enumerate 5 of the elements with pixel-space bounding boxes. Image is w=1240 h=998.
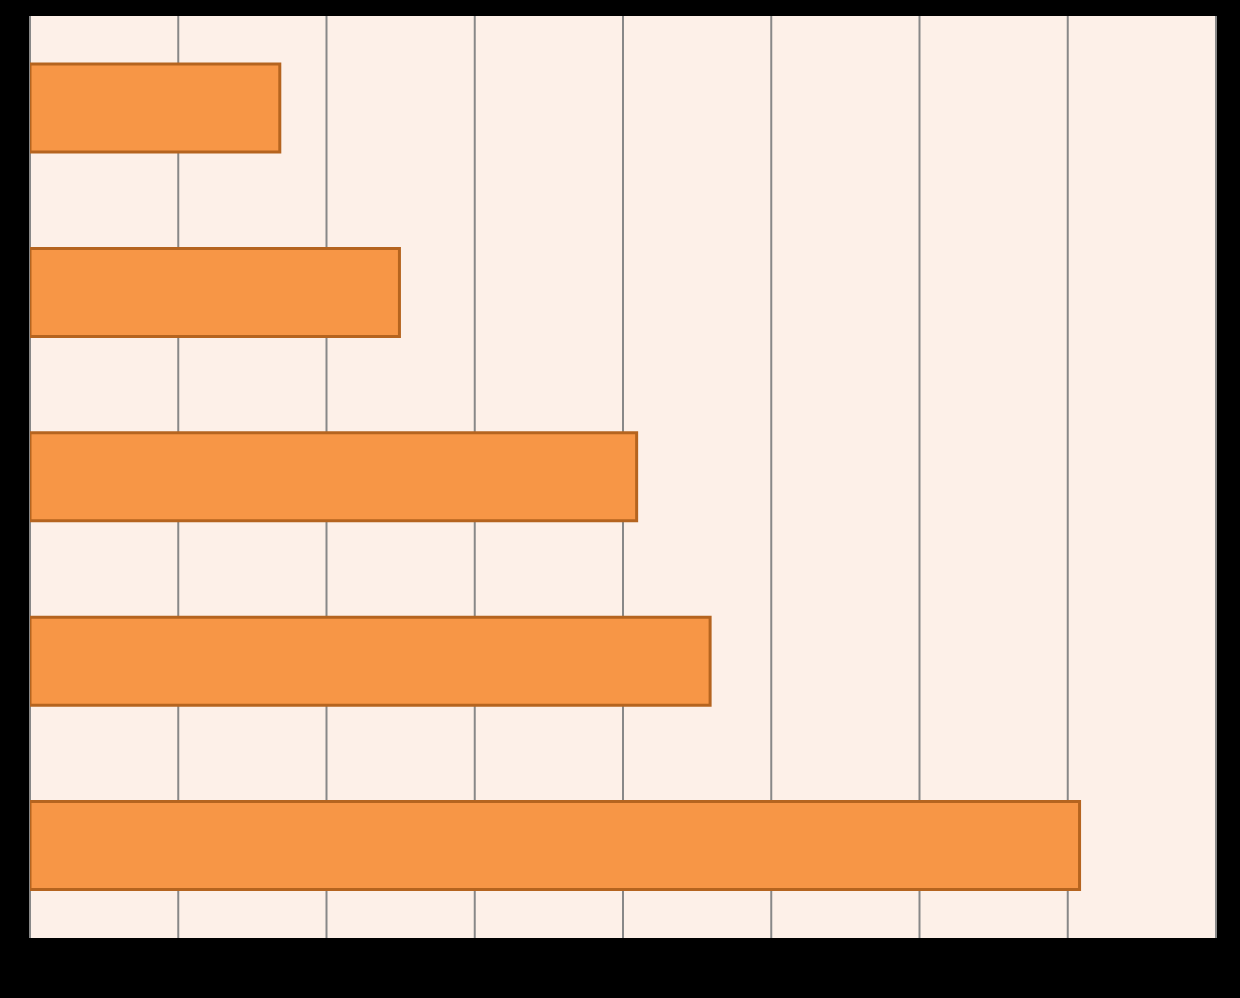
bar — [30, 615, 712, 707]
bar — [30, 800, 1082, 892]
bar — [30, 246, 401, 338]
bar — [30, 62, 282, 154]
bar — [30, 431, 639, 523]
